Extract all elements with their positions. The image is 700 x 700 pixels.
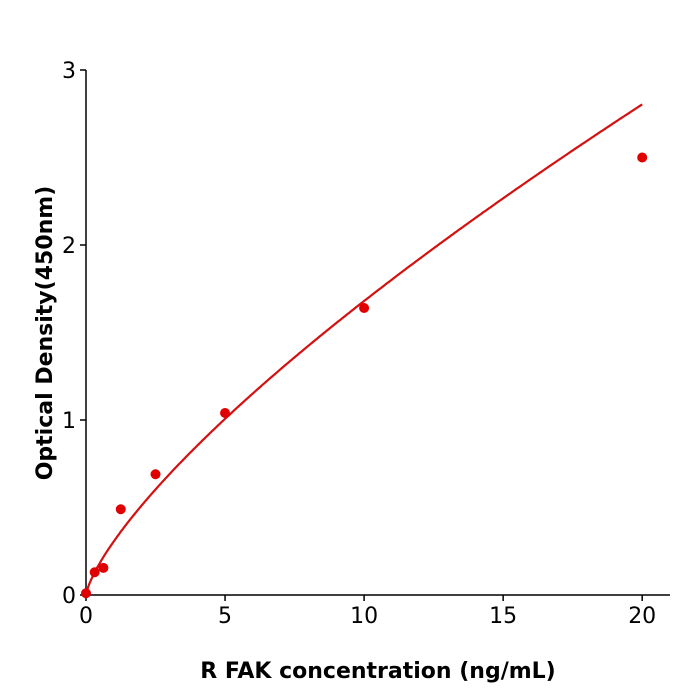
data-point [637, 152, 648, 163]
data-point [150, 469, 161, 480]
data-point [115, 504, 126, 515]
x-tick-label: 10 [350, 604, 378, 629]
x-tick-label: 5 [218, 604, 232, 629]
x-tick-label: 15 [489, 604, 517, 629]
y-tick-label: 0 [62, 584, 76, 609]
y-tick-label: 2 [62, 234, 76, 259]
x-tick-label: 0 [79, 604, 93, 629]
y-tick-label: 1 [62, 409, 76, 434]
x-tick-label: 20 [628, 604, 656, 629]
data-point [81, 588, 91, 599]
data-point [220, 408, 231, 418]
data-point [98, 562, 109, 573]
x-axis-label: R FAK concentration (ng/mL) [200, 659, 555, 684]
fit-curve [84, 103, 643, 596]
data-point [359, 303, 370, 313]
y-axis-label: Optical Density(450nm) [33, 186, 58, 481]
y-tick-label: 3 [62, 59, 76, 84]
axes: 0 5 10 15 20 0 1 2 3 [62, 59, 670, 629]
data-points [81, 152, 648, 599]
data-point [89, 567, 100, 578]
